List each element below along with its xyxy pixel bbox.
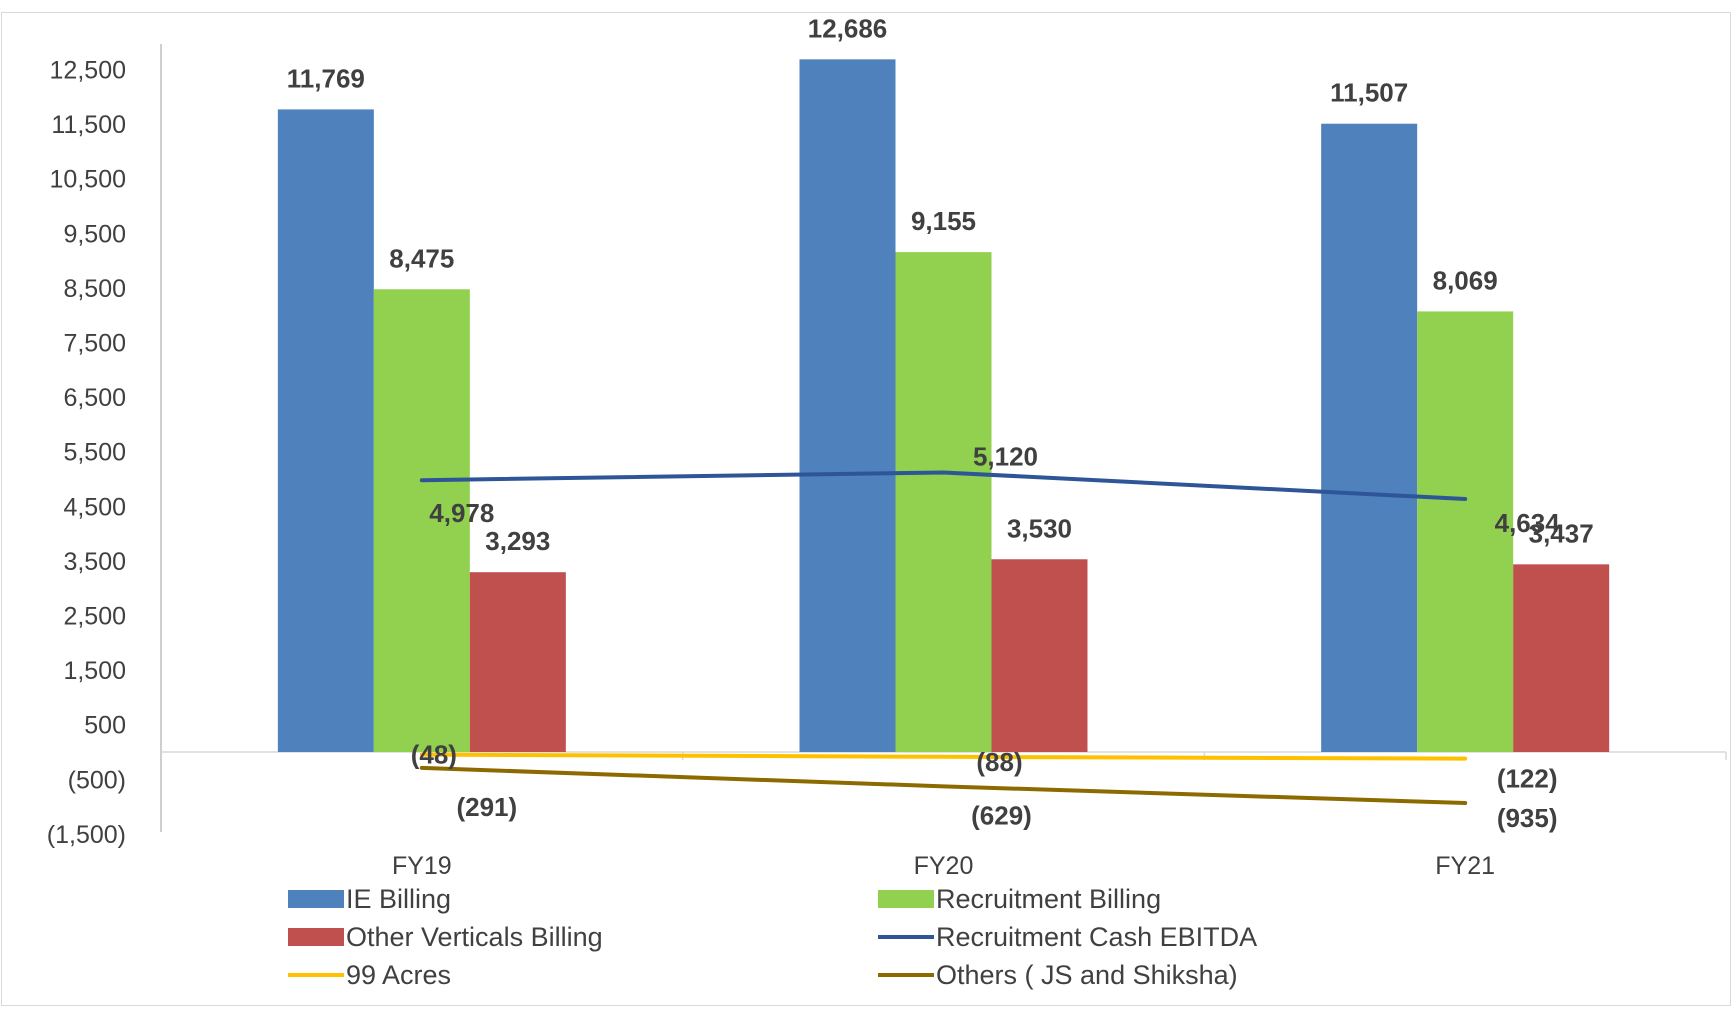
data-label-recruitment-cash-ebitda: 4,634 bbox=[1495, 508, 1561, 538]
y-tick-label: 5,500 bbox=[63, 439, 126, 467]
data-label-recruitment-cash-ebitda: 5,120 bbox=[973, 441, 1038, 471]
data-label-others-js-and-shiksha: (935) bbox=[1497, 803, 1558, 833]
bar-recruitment-billing bbox=[895, 252, 992, 752]
y-tick-label: 500 bbox=[84, 712, 126, 740]
line-recruitment-cash-ebitda bbox=[419, 470, 1468, 501]
legend-item-ie-billing: IE Billing bbox=[288, 884, 451, 914]
y-tick-label: 7,500 bbox=[63, 330, 126, 358]
data-label-ie-billing: 11,507 bbox=[1330, 78, 1408, 108]
data-label-other-verticals-billing: 3,437 bbox=[1529, 518, 1594, 548]
y-tick-label: 6,500 bbox=[63, 384, 126, 412]
y-tick-label: 3,500 bbox=[63, 548, 126, 576]
axes: 12,500 11,500 10,500 9,500 8,500 7,500 6,500 5,… bbox=[47, 44, 1727, 880]
legend-label-other-verticals-billing: Other Verticals Billing bbox=[346, 922, 603, 952]
y-tick-label: (1,500) bbox=[47, 821, 126, 849]
data-label-others-js-and-shiksha: (291) bbox=[456, 792, 517, 822]
legend-label-others-js-and-shiksha: Others ( JS and Shiksha) bbox=[936, 960, 1238, 990]
legend-swatch-other-verticals-billing bbox=[288, 928, 344, 946]
data-label-99-acres: (88) bbox=[976, 747, 1022, 777]
y-tick-label: 9,500 bbox=[63, 220, 126, 248]
y-tick-label: 8,500 bbox=[63, 275, 126, 303]
legend-item-others-js-and-shiksha: Others ( JS and Shiksha) bbox=[878, 960, 1238, 990]
bars bbox=[277, 59, 1610, 753]
data-label-99-acres: (122) bbox=[1497, 764, 1558, 794]
legend-item-99-acres: 99 Acres bbox=[288, 960, 451, 990]
lines bbox=[419, 470, 1468, 806]
data-label-other-verticals-billing: 3,530 bbox=[1007, 513, 1072, 543]
bar-ie-billing bbox=[1321, 123, 1418, 753]
data-label-other-verticals-billing: 3,293 bbox=[485, 526, 550, 556]
legend-item-recruitment-billing: Recruitment Billing bbox=[878, 884, 1161, 914]
data-label-99-acres: (48) bbox=[411, 740, 457, 770]
y-tick-label: 10,500 bbox=[50, 166, 126, 194]
chart-frame bbox=[1, 12, 1731, 1006]
bar-ie-billing bbox=[277, 109, 374, 752]
legend-item-other-verticals-billing: Other Verticals Billing bbox=[288, 922, 603, 952]
data-labels: 11,769 12,686 11,507 8,475 9,155 8,069 3,293 3,… bbox=[287, 13, 1594, 833]
data-label-recruitment-billing: 8,475 bbox=[389, 243, 454, 273]
data-label-recruitment-billing: 8,069 bbox=[1433, 265, 1498, 295]
data-label-others-js-and-shiksha: (629) bbox=[971, 800, 1032, 830]
y-tick-label: 4,500 bbox=[63, 493, 126, 521]
bar-other-verticals-billing bbox=[469, 572, 566, 752]
data-label-ie-billing: 11,769 bbox=[287, 63, 365, 93]
legend-swatch-ie-billing bbox=[288, 890, 344, 908]
line-others-js-and-shiksha bbox=[419, 765, 1468, 806]
data-label-ie-billing: 12,686 bbox=[808, 13, 888, 43]
data-label-recruitment-cash-ebitda: 4,978 bbox=[429, 498, 494, 528]
legend-label-recruitment-billing: Recruitment Billing bbox=[936, 884, 1161, 914]
legend-swatch-recruitment-billing bbox=[878, 890, 934, 908]
legend: IE Billing Recruitment Billing Other Verti… bbox=[288, 884, 1257, 990]
line-99-acres bbox=[419, 752, 1468, 761]
bar-recruitment-billing bbox=[1417, 311, 1514, 752]
data-label-recruitment-billing: 9,155 bbox=[911, 206, 976, 236]
x-tick-label: FY20 bbox=[914, 852, 974, 880]
y-tick-label: (500) bbox=[68, 766, 126, 794]
legend-label-99-acres: 99 Acres bbox=[346, 960, 451, 990]
x-tick-label: FY19 bbox=[392, 852, 452, 880]
bar-other-verticals-billing bbox=[1513, 564, 1610, 752]
bar-recruitment-billing bbox=[373, 289, 470, 752]
y-tick-label: 12,500 bbox=[50, 57, 126, 85]
y-tick-label: 1,500 bbox=[63, 657, 126, 685]
y-tick-label: 2,500 bbox=[63, 603, 126, 631]
x-tick-label: FY21 bbox=[1435, 852, 1495, 880]
y-tick-label: 11,500 bbox=[51, 111, 126, 139]
legend-label-ie-billing: IE Billing bbox=[346, 884, 451, 914]
legend-label-recruitment-cash-ebitda: Recruitment Cash EBITDA bbox=[936, 922, 1257, 952]
legend-item-recruitment-cash-ebitda: Recruitment Cash EBITDA bbox=[878, 922, 1257, 952]
bar-ie-billing bbox=[799, 59, 896, 752]
bar-other-verticals-billing bbox=[991, 559, 1088, 752]
